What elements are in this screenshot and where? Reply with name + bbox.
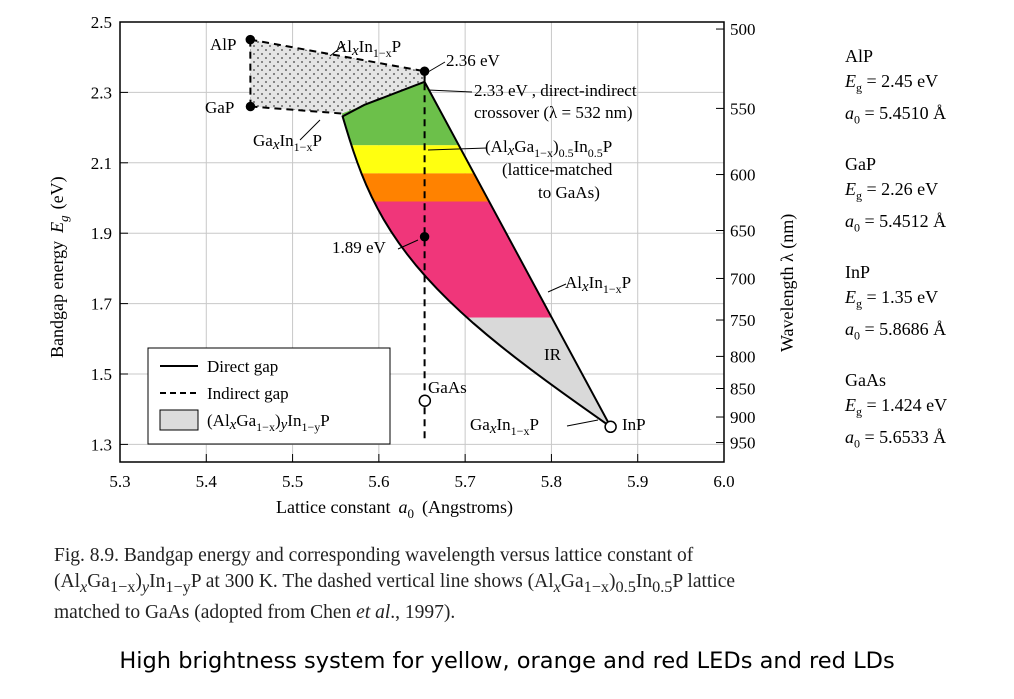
y2-tick-label: 800 bbox=[730, 347, 756, 366]
side-alp-a0: a0 = 5.4510 Å bbox=[845, 102, 947, 127]
leader-lines bbox=[299, 43, 599, 427]
side-gap-eg: Eg = 2.26 eV bbox=[845, 179, 939, 203]
axis-ticks: 5.3 5.4 5.5 5.6 5.7 5.8 5.9 6.0 1.3 1.5 1.7 1.9 2.1 2… bbox=[91, 13, 756, 491]
side-gaas-a0: a0 = 5.6533 Å bbox=[845, 426, 947, 451]
point-marker bbox=[419, 231, 430, 242]
side-inp-eg: Eg = 1.35 eV bbox=[845, 287, 939, 311]
y-tick-label: 1.5 bbox=[91, 365, 112, 384]
x-tick-label: 6.0 bbox=[713, 472, 734, 491]
side-gaas-name: GaAs bbox=[845, 370, 886, 390]
label-alin-mid: AlxIn1−xP bbox=[565, 273, 631, 296]
x-tick-label: 5.4 bbox=[196, 472, 218, 491]
label-gain-bottom: GaxIn1−xP bbox=[470, 415, 539, 438]
indirect-region bbox=[250, 39, 425, 114]
point-inp bbox=[604, 420, 617, 434]
y-axis-label: Bandgap energyEg(eV) bbox=[47, 176, 71, 358]
label-gain-top: GaxIn1−xP bbox=[253, 131, 322, 154]
point-alp bbox=[245, 34, 256, 45]
band-IR bbox=[467, 317, 611, 427]
label-ir: IR bbox=[544, 345, 562, 364]
slide-footer-text: High brightness system for yellow, orang… bbox=[119, 648, 895, 674]
side-alp-eg: Eg = 2.45 eV bbox=[845, 71, 939, 95]
side-gaas-eg: Eg = 1.424 eV bbox=[845, 395, 948, 419]
label-2.36ev: 2.36 eV bbox=[446, 51, 501, 70]
side-alp-name: AlP bbox=[845, 46, 874, 66]
label-alp: AlP bbox=[210, 35, 236, 54]
side-gaas: GaAs Eg = 1.424 eV a0 = 5.6533 Å bbox=[845, 368, 947, 456]
label-alin-top: AlxIn1−xP bbox=[335, 37, 401, 60]
y2-axis-label: Wavelength λ (nm) bbox=[777, 214, 798, 352]
legend-region-swatch bbox=[159, 409, 199, 431]
side-gap-a0: a0 = 5.4512 Å bbox=[845, 210, 947, 235]
y2-tick-label: 950 bbox=[730, 434, 756, 453]
gainp-indirect-edge bbox=[250, 105, 342, 115]
y-tick-label: 2.1 bbox=[91, 154, 112, 173]
side-alp: AlP Eg = 2.45 eV a0 = 5.4510 Å bbox=[845, 44, 946, 132]
band-green bbox=[341, 81, 459, 146]
y-tick-label: 2.5 bbox=[91, 13, 112, 32]
band-orange bbox=[361, 173, 490, 202]
alinp-direct-edge bbox=[423, 71, 612, 428]
y2-tick-label: 750 bbox=[730, 311, 756, 330]
label-lattice-matched-1: (lattice-matched bbox=[502, 160, 613, 179]
legend-region-label: (AlxGa1−x)yIn1−yP bbox=[207, 411, 330, 434]
side-inp: InP Eg = 1.35 eV a0 = 5.8686 Å bbox=[845, 260, 946, 348]
side-gap: GaP Eg = 2.26 eV a0 = 5.4512 Å bbox=[845, 152, 946, 240]
legend: Direct gap Indirect gap (AlxGa1−x)yIn1−y… bbox=[147, 347, 391, 445]
x-axis-label: Lattice constant a0 (Angstroms) bbox=[276, 497, 513, 521]
label-2.33ev-b: crossover (λ = 532 nm) bbox=[474, 103, 633, 122]
label-lattice-matched-2: to GaAs) bbox=[538, 183, 600, 202]
caption-line-3: matched to GaAs (adopted from Chen et al… bbox=[54, 601, 456, 623]
x-tick-label: 5.7 bbox=[455, 472, 477, 491]
point-gaas bbox=[418, 394, 432, 408]
y-tick-label: 1.9 bbox=[91, 224, 112, 243]
gap-curves bbox=[249, 38, 612, 441]
point-marker bbox=[419, 66, 430, 77]
band-yellow bbox=[351, 145, 474, 174]
alinp-indirect-edge bbox=[250, 38, 425, 73]
label-1.89ev: 1.89 eV bbox=[332, 238, 387, 257]
y2-tick-label: 700 bbox=[730, 269, 756, 288]
side-inp-a0: a0 = 5.8686 Å bbox=[845, 318, 947, 343]
label-gaas: GaAs bbox=[428, 378, 467, 397]
y-tick-label: 1.3 bbox=[91, 435, 112, 454]
y-tick-label: 1.7 bbox=[91, 295, 113, 314]
legend-indirect-label: Indirect gap bbox=[207, 384, 289, 403]
color-bands bbox=[250, 39, 611, 427]
caption-line-1: Fig. 8.9. Bandgap energy and correspondi… bbox=[54, 545, 694, 566]
y2-tick-label: 850 bbox=[730, 379, 756, 398]
caption-line-2: (AlxGa1−x)yIn1−yP at 300 K. The dashed v… bbox=[54, 571, 736, 596]
band-red bbox=[373, 201, 552, 318]
y2-tick-label: 900 bbox=[730, 408, 756, 427]
y2-tick-label: 550 bbox=[730, 99, 756, 118]
x-tick-label: 5.8 bbox=[541, 472, 562, 491]
point-gap bbox=[245, 101, 256, 112]
figure-caption: Fig. 8.9. Bandgap energy and correspondi… bbox=[54, 543, 974, 626]
y2-tick-label: 600 bbox=[730, 166, 756, 185]
label-gap: GaP bbox=[205, 98, 234, 117]
label-2.33ev-a: 2.33 eV , direct-indirect bbox=[474, 81, 637, 100]
label-algainp: (AlxGa1−x)0.5In0.5P bbox=[485, 137, 612, 160]
label-inp: InP bbox=[622, 415, 646, 434]
side-inp-name: InP bbox=[845, 262, 871, 282]
y-tick-label: 2.3 bbox=[91, 83, 112, 102]
x-tick-label: 5.6 bbox=[368, 472, 389, 491]
gainp-direct-edge bbox=[341, 80, 612, 428]
legend-direct-label: Direct gap bbox=[207, 357, 278, 376]
annotations: AlP GaP AlxIn1−xP 2.36 eV 2.33 eV , dire… bbox=[205, 35, 646, 438]
x-tick-label: 5.5 bbox=[282, 472, 303, 491]
side-gap-name: GaP bbox=[845, 154, 876, 174]
x-tick-label: 5.3 bbox=[109, 472, 130, 491]
material-points bbox=[245, 34, 617, 434]
y2-tick-label: 500 bbox=[730, 20, 756, 39]
x-tick-label: 5.9 bbox=[627, 472, 648, 491]
y2-tick-label: 650 bbox=[730, 221, 756, 240]
plot-frame bbox=[119, 21, 725, 463]
